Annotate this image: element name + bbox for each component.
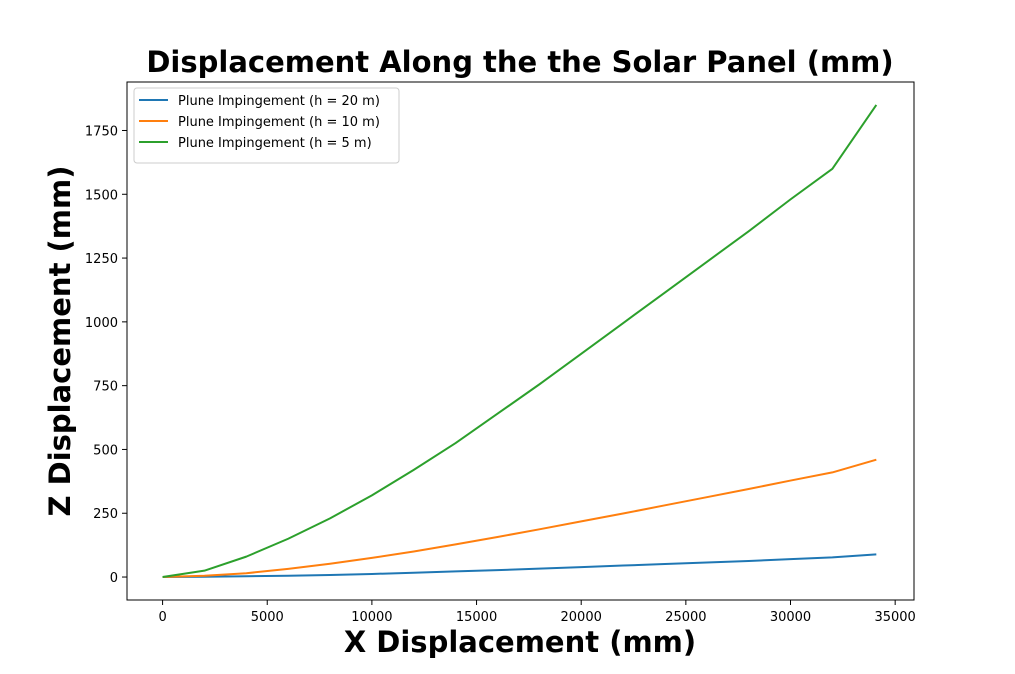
legend-label: Plune Impingement (h = 20 m) — [178, 94, 380, 109]
legend-label: Plune Impingement (h = 5 m) — [178, 136, 372, 151]
x-tick-label: 20000 — [561, 610, 602, 625]
series-line-2 — [162, 104, 878, 579]
axes-frame — [126, 81, 915, 601]
x-tick-label: 5000 — [251, 610, 284, 625]
y-tick-label: 1250 — [85, 252, 118, 267]
y-tick-label: 1500 — [85, 188, 118, 203]
legend: Plune Impingement (h = 20 m) Plune Imping… — [133, 87, 400, 164]
series-line-0 — [162, 553, 877, 579]
y-tick-label: 250 — [93, 507, 118, 522]
x-tick-label: 35000 — [874, 610, 915, 625]
y-tick-label: 0 — [110, 571, 118, 586]
series-lines — [162, 104, 878, 579]
x-tick-label: 0 — [158, 610, 166, 625]
x-tick-label: 15000 — [456, 610, 497, 625]
y-tick-label: 1000 — [85, 316, 118, 331]
legend-box — [133, 87, 400, 164]
x-axis-label: X Displacement (mm) — [344, 625, 696, 659]
y-tick-label: 500 — [93, 443, 118, 458]
y-axis-label: Z Displacement (mm) — [43, 166, 77, 517]
x-tick-label: 30000 — [770, 610, 811, 625]
chart-title: Displacement Along the the Solar Panel (… — [146, 45, 893, 79]
x-tick-label: 10000 — [351, 610, 392, 625]
x-tick-label: 25000 — [665, 610, 706, 625]
series-line-1 — [162, 458, 877, 579]
legend-label: Plune Impingement (h = 10 m) — [178, 115, 380, 130]
y-tick-label: 750 — [93, 380, 118, 395]
y-tick-label: 1750 — [85, 124, 118, 139]
x-axis-ticks: 0 5000 10000 15000 20000 25000 30000 35000 — [158, 600, 916, 625]
plot-area — [126, 81, 915, 601]
y-axis-ticks: 0 250 500 750 1000 1250 1500 1750 — [85, 124, 127, 586]
